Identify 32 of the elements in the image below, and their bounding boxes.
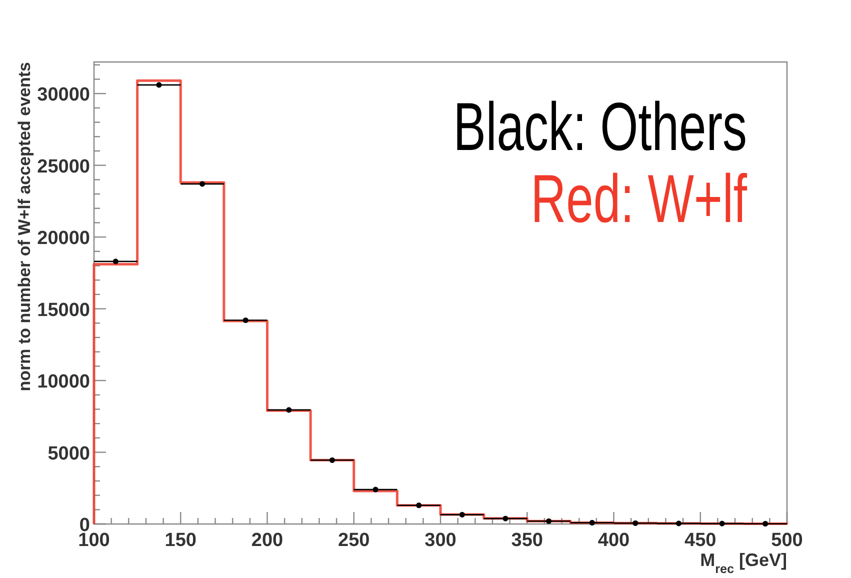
x-tick-label: 400 — [598, 530, 630, 551]
y-tick-label: 30000 — [37, 84, 90, 106]
point — [762, 520, 768, 527]
y-tick-label: 25000 — [37, 156, 90, 178]
point — [676, 520, 682, 526]
point — [156, 82, 162, 88]
point — [502, 516, 508, 522]
point — [719, 520, 725, 526]
point — [329, 457, 336, 463]
x-tick-label: 200 — [251, 530, 284, 551]
point — [416, 502, 422, 508]
point — [459, 512, 465, 518]
y-axis-title: norm to number of W+lf accepted events — [15, 62, 34, 392]
point — [632, 520, 638, 526]
y-tick-label: 15000 — [37, 300, 90, 321]
y-tick-label: 10000 — [37, 372, 90, 393]
x-tick-label: 350 — [511, 530, 543, 551]
y-tick-label: 5000 — [48, 443, 90, 464]
point — [372, 486, 378, 492]
point — [589, 520, 595, 526]
point — [242, 317, 248, 324]
point — [112, 258, 118, 264]
point — [286, 407, 292, 413]
x-tick-label: 250 — [338, 530, 370, 551]
y-tick-label: 20000 — [37, 228, 90, 250]
x-tick-label: 450 — [684, 530, 716, 551]
x-tick-label: 500 — [771, 530, 803, 551]
x-axis-title: M$_{rec}$ [GeV] — [700, 550, 787, 576]
x-tick-label: 150 — [164, 530, 196, 551]
point — [546, 518, 552, 524]
point — [199, 181, 206, 187]
x-tick-label: 300 — [424, 530, 456, 551]
